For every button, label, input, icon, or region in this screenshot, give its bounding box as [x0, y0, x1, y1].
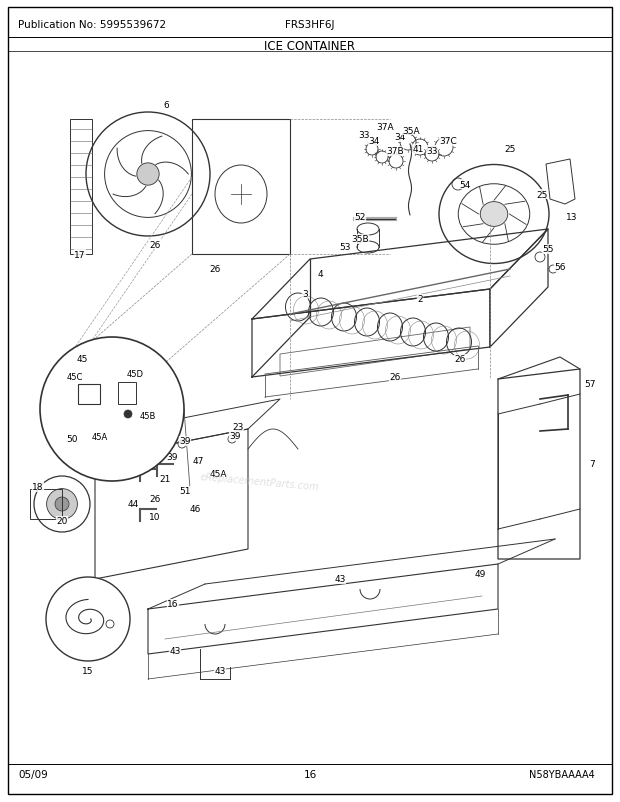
- Text: 20: 20: [56, 516, 68, 526]
- Text: ICE CONTAINER: ICE CONTAINER: [265, 40, 355, 53]
- Text: 33: 33: [427, 146, 438, 156]
- Text: 46: 46: [189, 505, 201, 514]
- Circle shape: [46, 489, 78, 520]
- Text: 45C: 45C: [67, 373, 83, 382]
- Text: 35B: 35B: [351, 235, 369, 244]
- Text: 37A: 37A: [376, 124, 394, 132]
- Text: 45A: 45A: [92, 433, 108, 442]
- Text: 3: 3: [302, 290, 308, 299]
- Text: 21: 21: [159, 475, 170, 484]
- Text: 26: 26: [210, 265, 221, 274]
- Circle shape: [124, 411, 132, 419]
- Text: 2: 2: [417, 295, 423, 304]
- Text: 33: 33: [358, 132, 370, 140]
- Text: 44: 44: [144, 455, 156, 464]
- Text: 51: 51: [179, 487, 191, 496]
- Text: 26: 26: [389, 373, 401, 382]
- Text: 47: 47: [192, 457, 204, 466]
- Text: 26: 26: [149, 241, 161, 249]
- Text: 7: 7: [589, 460, 595, 469]
- Text: N58YBAAAA4: N58YBAAAA4: [529, 769, 595, 779]
- Text: 13: 13: [566, 213, 578, 222]
- Bar: [118, 383, 136, 404]
- Text: 39: 39: [229, 432, 241, 441]
- Text: 10: 10: [149, 512, 161, 522]
- Text: 43: 43: [169, 646, 180, 656]
- Text: 25: 25: [504, 145, 516, 154]
- Text: 18: 18: [32, 483, 44, 492]
- Text: 26: 26: [454, 355, 466, 364]
- Text: 44: 44: [127, 460, 139, 469]
- Text: 23: 23: [232, 423, 244, 432]
- Bar: [30, 489, 62, 520]
- Text: 26: 26: [149, 495, 161, 504]
- Text: 37B: 37B: [386, 148, 404, 156]
- Text: FRS3HF6J: FRS3HF6J: [285, 20, 335, 30]
- Text: 45A: 45A: [210, 470, 227, 479]
- Text: 53: 53: [339, 243, 351, 252]
- Text: 16: 16: [167, 600, 179, 609]
- Text: eReplacementParts.com: eReplacementParts.com: [200, 471, 320, 492]
- Text: 54: 54: [459, 180, 471, 189]
- Text: 39: 39: [179, 437, 191, 446]
- Text: 43: 43: [215, 666, 226, 675]
- Text: 16: 16: [303, 769, 317, 779]
- Text: 55: 55: [542, 245, 554, 254]
- Text: 6: 6: [163, 100, 169, 109]
- Text: 49: 49: [474, 569, 485, 579]
- Text: 37C: 37C: [439, 137, 457, 146]
- Text: 35A: 35A: [402, 127, 420, 136]
- Circle shape: [55, 497, 69, 512]
- Text: 45: 45: [76, 355, 87, 364]
- Circle shape: [40, 338, 184, 481]
- Text: 15: 15: [82, 666, 94, 675]
- Text: 25: 25: [536, 190, 547, 199]
- Circle shape: [46, 577, 130, 661]
- Text: 41: 41: [412, 145, 423, 154]
- Ellipse shape: [480, 202, 508, 227]
- Text: 17: 17: [74, 250, 86, 259]
- Text: 34: 34: [394, 133, 405, 142]
- Text: 44: 44: [127, 500, 139, 508]
- Text: 39: 39: [166, 453, 178, 462]
- Text: 56: 56: [554, 263, 565, 272]
- Text: 05/09: 05/09: [18, 769, 48, 779]
- Text: 45B: 45B: [140, 412, 156, 421]
- Text: Publication No: 5995539672: Publication No: 5995539672: [18, 20, 166, 30]
- Text: 43: 43: [334, 575, 346, 584]
- Text: 45D: 45D: [126, 370, 143, 379]
- Text: 57: 57: [584, 380, 596, 389]
- Text: 50: 50: [66, 435, 78, 444]
- Text: 52: 52: [354, 213, 366, 222]
- Text: 34: 34: [368, 137, 379, 146]
- Text: 4: 4: [317, 270, 323, 279]
- Circle shape: [137, 164, 159, 186]
- Bar: [78, 384, 100, 404]
